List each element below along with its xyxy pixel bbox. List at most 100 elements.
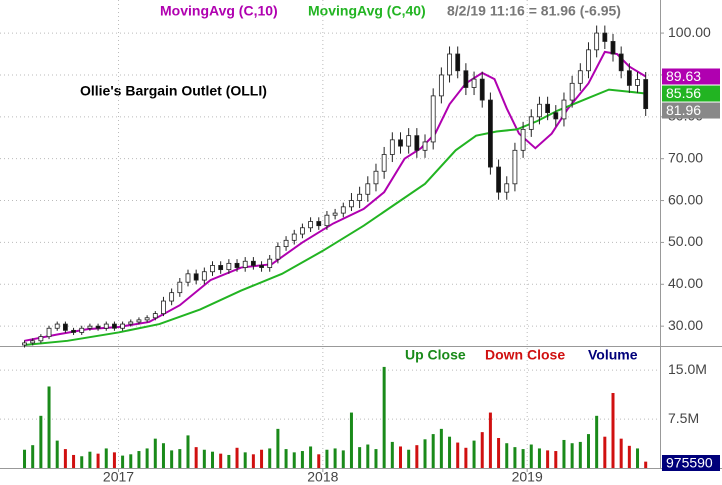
volume-bar bbox=[194, 447, 198, 468]
x-tick-label: 2019 bbox=[512, 469, 543, 485]
candle-body bbox=[169, 292, 175, 302]
volume-bar bbox=[497, 438, 501, 468]
volume-bar bbox=[63, 449, 67, 468]
candle-body bbox=[340, 206, 346, 214]
candle-body bbox=[414, 135, 420, 151]
volume-bar bbox=[129, 454, 133, 468]
volume-bar bbox=[595, 415, 599, 468]
y-tick-label: 40.00 bbox=[668, 275, 703, 291]
volume-bar bbox=[251, 454, 255, 468]
candle-body bbox=[512, 149, 518, 185]
candle-body bbox=[463, 70, 469, 88]
candle-body bbox=[586, 49, 591, 72]
volume-bar bbox=[317, 454, 321, 468]
candle-body bbox=[87, 325, 93, 329]
candle-body bbox=[54, 323, 60, 329]
candle-body bbox=[496, 166, 501, 193]
volume-bar bbox=[161, 443, 165, 468]
candle-body bbox=[300, 227, 305, 235]
volume-bar bbox=[407, 449, 411, 468]
candle-body bbox=[185, 273, 191, 283]
volume-bar bbox=[276, 428, 280, 468]
candle-body bbox=[103, 323, 109, 329]
legend-entry: MovingAvg (C,10) bbox=[160, 3, 278, 19]
last-value-label: 975590 bbox=[666, 455, 713, 471]
volume-bar bbox=[268, 448, 272, 468]
volume-bar bbox=[211, 451, 215, 468]
y-tick-label: 7.5M bbox=[668, 410, 699, 426]
candle-body bbox=[577, 70, 583, 84]
volume-bar bbox=[488, 412, 492, 468]
candle-body bbox=[447, 53, 452, 76]
volume-bar bbox=[456, 442, 460, 468]
candle-body bbox=[430, 95, 436, 143]
candle-body bbox=[389, 139, 395, 155]
volume-bar bbox=[104, 448, 108, 468]
volume-bar bbox=[341, 450, 345, 468]
volume-bar bbox=[636, 448, 640, 468]
candle-body bbox=[316, 221, 322, 227]
volume-bar bbox=[55, 440, 59, 468]
volume-bar bbox=[235, 447, 239, 468]
candle-body bbox=[488, 99, 493, 168]
volume-bar bbox=[586, 434, 590, 468]
candle-body bbox=[537, 103, 542, 118]
candle-body bbox=[357, 193, 363, 201]
candle-body bbox=[569, 82, 575, 101]
volume-bar bbox=[366, 444, 370, 468]
last-value-label: 85.56 bbox=[666, 85, 701, 101]
volume-bar bbox=[423, 439, 427, 468]
candle-body bbox=[38, 336, 44, 342]
candle-body bbox=[545, 103, 551, 114]
candle-body bbox=[218, 265, 224, 271]
volume-bar bbox=[260, 449, 264, 468]
candle-body bbox=[308, 221, 313, 229]
candle-body bbox=[381, 154, 387, 172]
value-box bbox=[662, 85, 720, 102]
volume-bar bbox=[472, 440, 476, 468]
volume-bar bbox=[72, 454, 76, 468]
candle-body bbox=[152, 313, 158, 319]
candle-body bbox=[144, 317, 150, 321]
candle-body bbox=[30, 340, 36, 344]
legend-entry: Down Close bbox=[485, 347, 565, 363]
candle-body bbox=[161, 300, 166, 314]
volume-bar bbox=[23, 449, 27, 468]
value-box bbox=[662, 455, 720, 471]
candle-body bbox=[471, 78, 477, 88]
candle-body bbox=[520, 128, 526, 151]
volume-bar bbox=[325, 449, 329, 468]
candle-body bbox=[259, 265, 264, 268]
candle-body bbox=[210, 265, 215, 273]
volume-bar bbox=[382, 366, 386, 468]
y-tick-label: 70.00 bbox=[668, 149, 703, 165]
volume-bar bbox=[644, 461, 648, 468]
volume-bar bbox=[619, 438, 623, 468]
candle-body bbox=[267, 258, 273, 268]
candle-body bbox=[504, 183, 510, 193]
candle-body bbox=[610, 41, 616, 55]
candle-body bbox=[528, 116, 534, 130]
y-tick-label: 60.00 bbox=[668, 191, 703, 207]
candle-body bbox=[201, 271, 207, 281]
y-tick-label: 50.00 bbox=[668, 233, 703, 249]
volume-bar bbox=[358, 447, 362, 468]
volume-bar bbox=[137, 451, 141, 468]
line-series bbox=[24, 88, 646, 346]
candle-body bbox=[635, 79, 640, 86]
volume-bar bbox=[309, 446, 313, 468]
candle-body bbox=[275, 246, 281, 260]
last-value-label: 89.63 bbox=[666, 68, 701, 84]
candle-body bbox=[234, 262, 240, 268]
volume-bar bbox=[186, 435, 190, 468]
volume-bar bbox=[505, 443, 509, 468]
candle-body bbox=[479, 78, 485, 101]
volume-bar bbox=[112, 452, 116, 468]
candle-body bbox=[120, 323, 126, 329]
candle-body bbox=[62, 323, 68, 331]
legend-entry: MovingAvg (C,40) bbox=[308, 3, 426, 19]
volume-bar bbox=[627, 445, 631, 468]
candle-body bbox=[618, 53, 624, 72]
